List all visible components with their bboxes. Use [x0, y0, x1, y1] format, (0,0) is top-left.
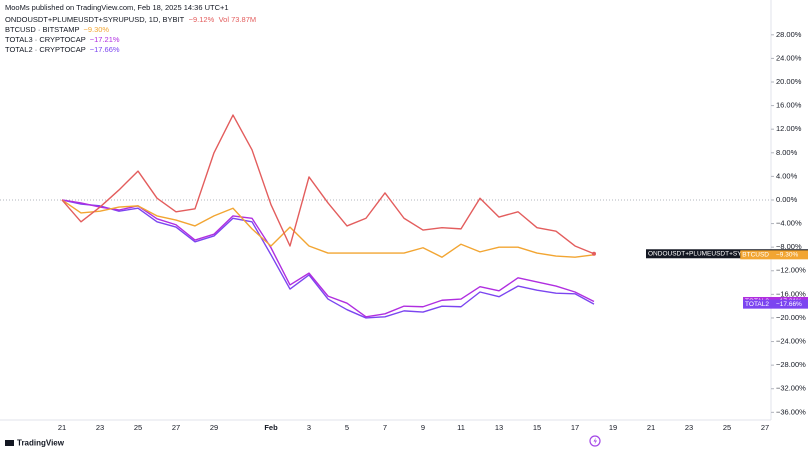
y-tick-label: 12.00% — [776, 124, 802, 133]
y-tick-label: −8.00% — [776, 242, 802, 251]
y-tick-label: −4.00% — [776, 219, 802, 228]
series-line — [61, 199, 595, 319]
y-tick-label: 0.00% — [776, 195, 798, 204]
x-tick-label: 13 — [495, 423, 503, 432]
y-tick-label: −32.00% — [776, 384, 806, 393]
y-tick-label: 16.00% — [776, 101, 802, 110]
y-tick-label: −24.00% — [776, 337, 806, 346]
x-tick-label: 29 — [210, 423, 218, 432]
series-line — [61, 199, 595, 258]
price-tag-bg — [646, 249, 808, 259]
price-tag: BTCUSD −9.30% — [740, 250, 808, 260]
legend-value: −17.21% — [90, 35, 120, 44]
x-tick-label: 19 — [609, 423, 617, 432]
y-tick-label: 8.00% — [776, 148, 798, 157]
x-tick-label: 5 — [345, 423, 349, 432]
x-tick-label: 11 — [457, 423, 465, 432]
x-tick-label: 7 — [383, 423, 387, 432]
price-tag-name: ONDOUSDT+PLUMEUSDT+SYRUPUSD — [648, 250, 769, 257]
x-tick-label: 17 — [571, 423, 579, 432]
footer-brand: TradingView — [17, 439, 65, 448]
series-line — [61, 199, 595, 318]
y-tick-label: −20.00% — [776, 313, 806, 322]
x-tick-label: Feb — [264, 423, 278, 432]
flash-icon — [589, 435, 601, 447]
legend-label: TOTAL3 · CRYPTOCAP — [5, 35, 86, 44]
price-tag-name: BTCUSD — [742, 252, 769, 259]
x-tick-label: 15 — [533, 423, 541, 432]
y-tick-label: −16.00% — [776, 289, 806, 298]
y-tick-label: −36.00% — [776, 407, 806, 416]
legend-label: BTCUSD · BITSTAMP — [5, 25, 79, 34]
y-tick-label: 4.00% — [776, 171, 798, 180]
x-tick-label: 3 — [307, 423, 311, 432]
x-tick-label: 27 — [172, 423, 180, 432]
legend-value: −9.12% — [189, 15, 215, 24]
price-tag-value: −9.30% — [776, 252, 798, 259]
x-tick-label: 23 — [96, 423, 104, 432]
legend-value: −9.30% — [83, 25, 109, 34]
icon-ring — [589, 435, 601, 447]
publish-header: MooMs published on TradingView.com, Feb … — [5, 3, 229, 12]
y-tick-label: −28.00% — [776, 360, 806, 369]
price-tag-value: −17.66% — [776, 301, 802, 308]
logo-mark — [5, 440, 14, 446]
price-tag-bg — [740, 250, 808, 260]
x-tick-label: 25 — [134, 423, 142, 432]
x-tick-label: 21 — [647, 423, 655, 432]
x-tick-label: 27 — [761, 423, 769, 432]
y-tick-label: 24.00% — [776, 53, 802, 62]
x-tick-label: 23 — [685, 423, 693, 432]
footer-logo: TradingView — [5, 439, 65, 448]
price-tag-name: TOTAL2 — [745, 301, 769, 308]
price-tag-bg — [743, 299, 808, 309]
legend-value: −17.66% — [90, 45, 120, 54]
legend-volume: Vol 73.87M — [219, 15, 257, 24]
price-tag: TOTAL2 −17.66% — [743, 299, 808, 309]
legend-label: ONDOUSDT+PLUMEUSDT+SYRUPUSD, 1D, BYBIT — [5, 15, 185, 24]
y-tick-label: 28.00% — [776, 30, 802, 39]
x-tick-label: 21 — [58, 423, 66, 432]
series-line — [61, 114, 595, 255]
y-tick-label: −12.00% — [776, 266, 806, 275]
x-tick-label: 25 — [723, 423, 731, 432]
x-tick-label: 9 — [421, 423, 425, 432]
y-tick-label: 20.00% — [776, 77, 802, 86]
icon-bolt — [593, 437, 597, 445]
legend-label: TOTAL2 · CRYPTOCAP — [5, 45, 86, 54]
last-point — [592, 251, 596, 256]
